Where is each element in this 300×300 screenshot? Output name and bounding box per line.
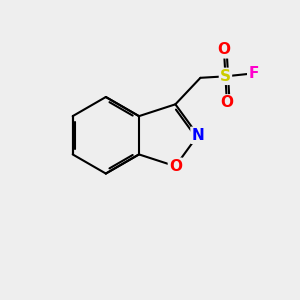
Text: O: O [218,42,230,57]
Text: O: O [169,159,182,174]
Text: S: S [220,69,231,84]
Text: O: O [220,95,233,110]
Text: F: F [248,66,259,81]
Text: N: N [191,128,204,143]
